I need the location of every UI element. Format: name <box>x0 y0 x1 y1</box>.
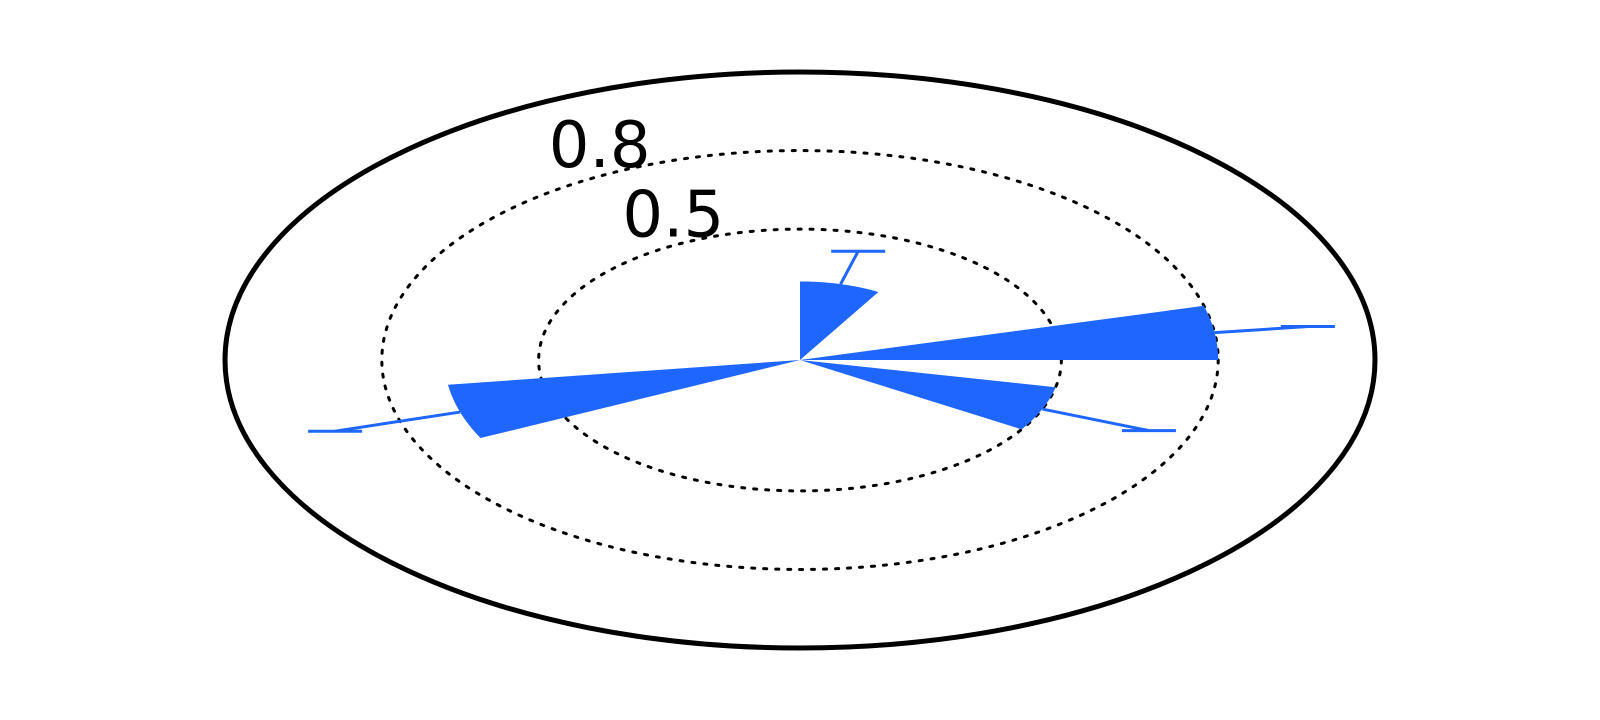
radial-tick-label-1: 0.8 <box>549 109 651 183</box>
radial-gridline-1 <box>380 149 1220 571</box>
bar-wedge-0-0 <box>800 305 1219 360</box>
bar-wedge-0-3 <box>800 360 1056 430</box>
bars-layer <box>448 281 1219 439</box>
bar-wedge-0-2 <box>448 360 800 439</box>
error-bar-0-2 <box>334 410 461 433</box>
error-bar-0-1 <box>839 250 860 285</box>
bar-wedge-0-1 <box>800 281 879 360</box>
error-bars-layer <box>308 249 1335 433</box>
polar-outer-boundary <box>222 69 1378 651</box>
radial-tick-label-0: 0.5 <box>622 178 724 252</box>
error-bar-0-3 <box>1042 407 1150 433</box>
tick-labels-layer: 0.50.8 <box>549 109 724 252</box>
